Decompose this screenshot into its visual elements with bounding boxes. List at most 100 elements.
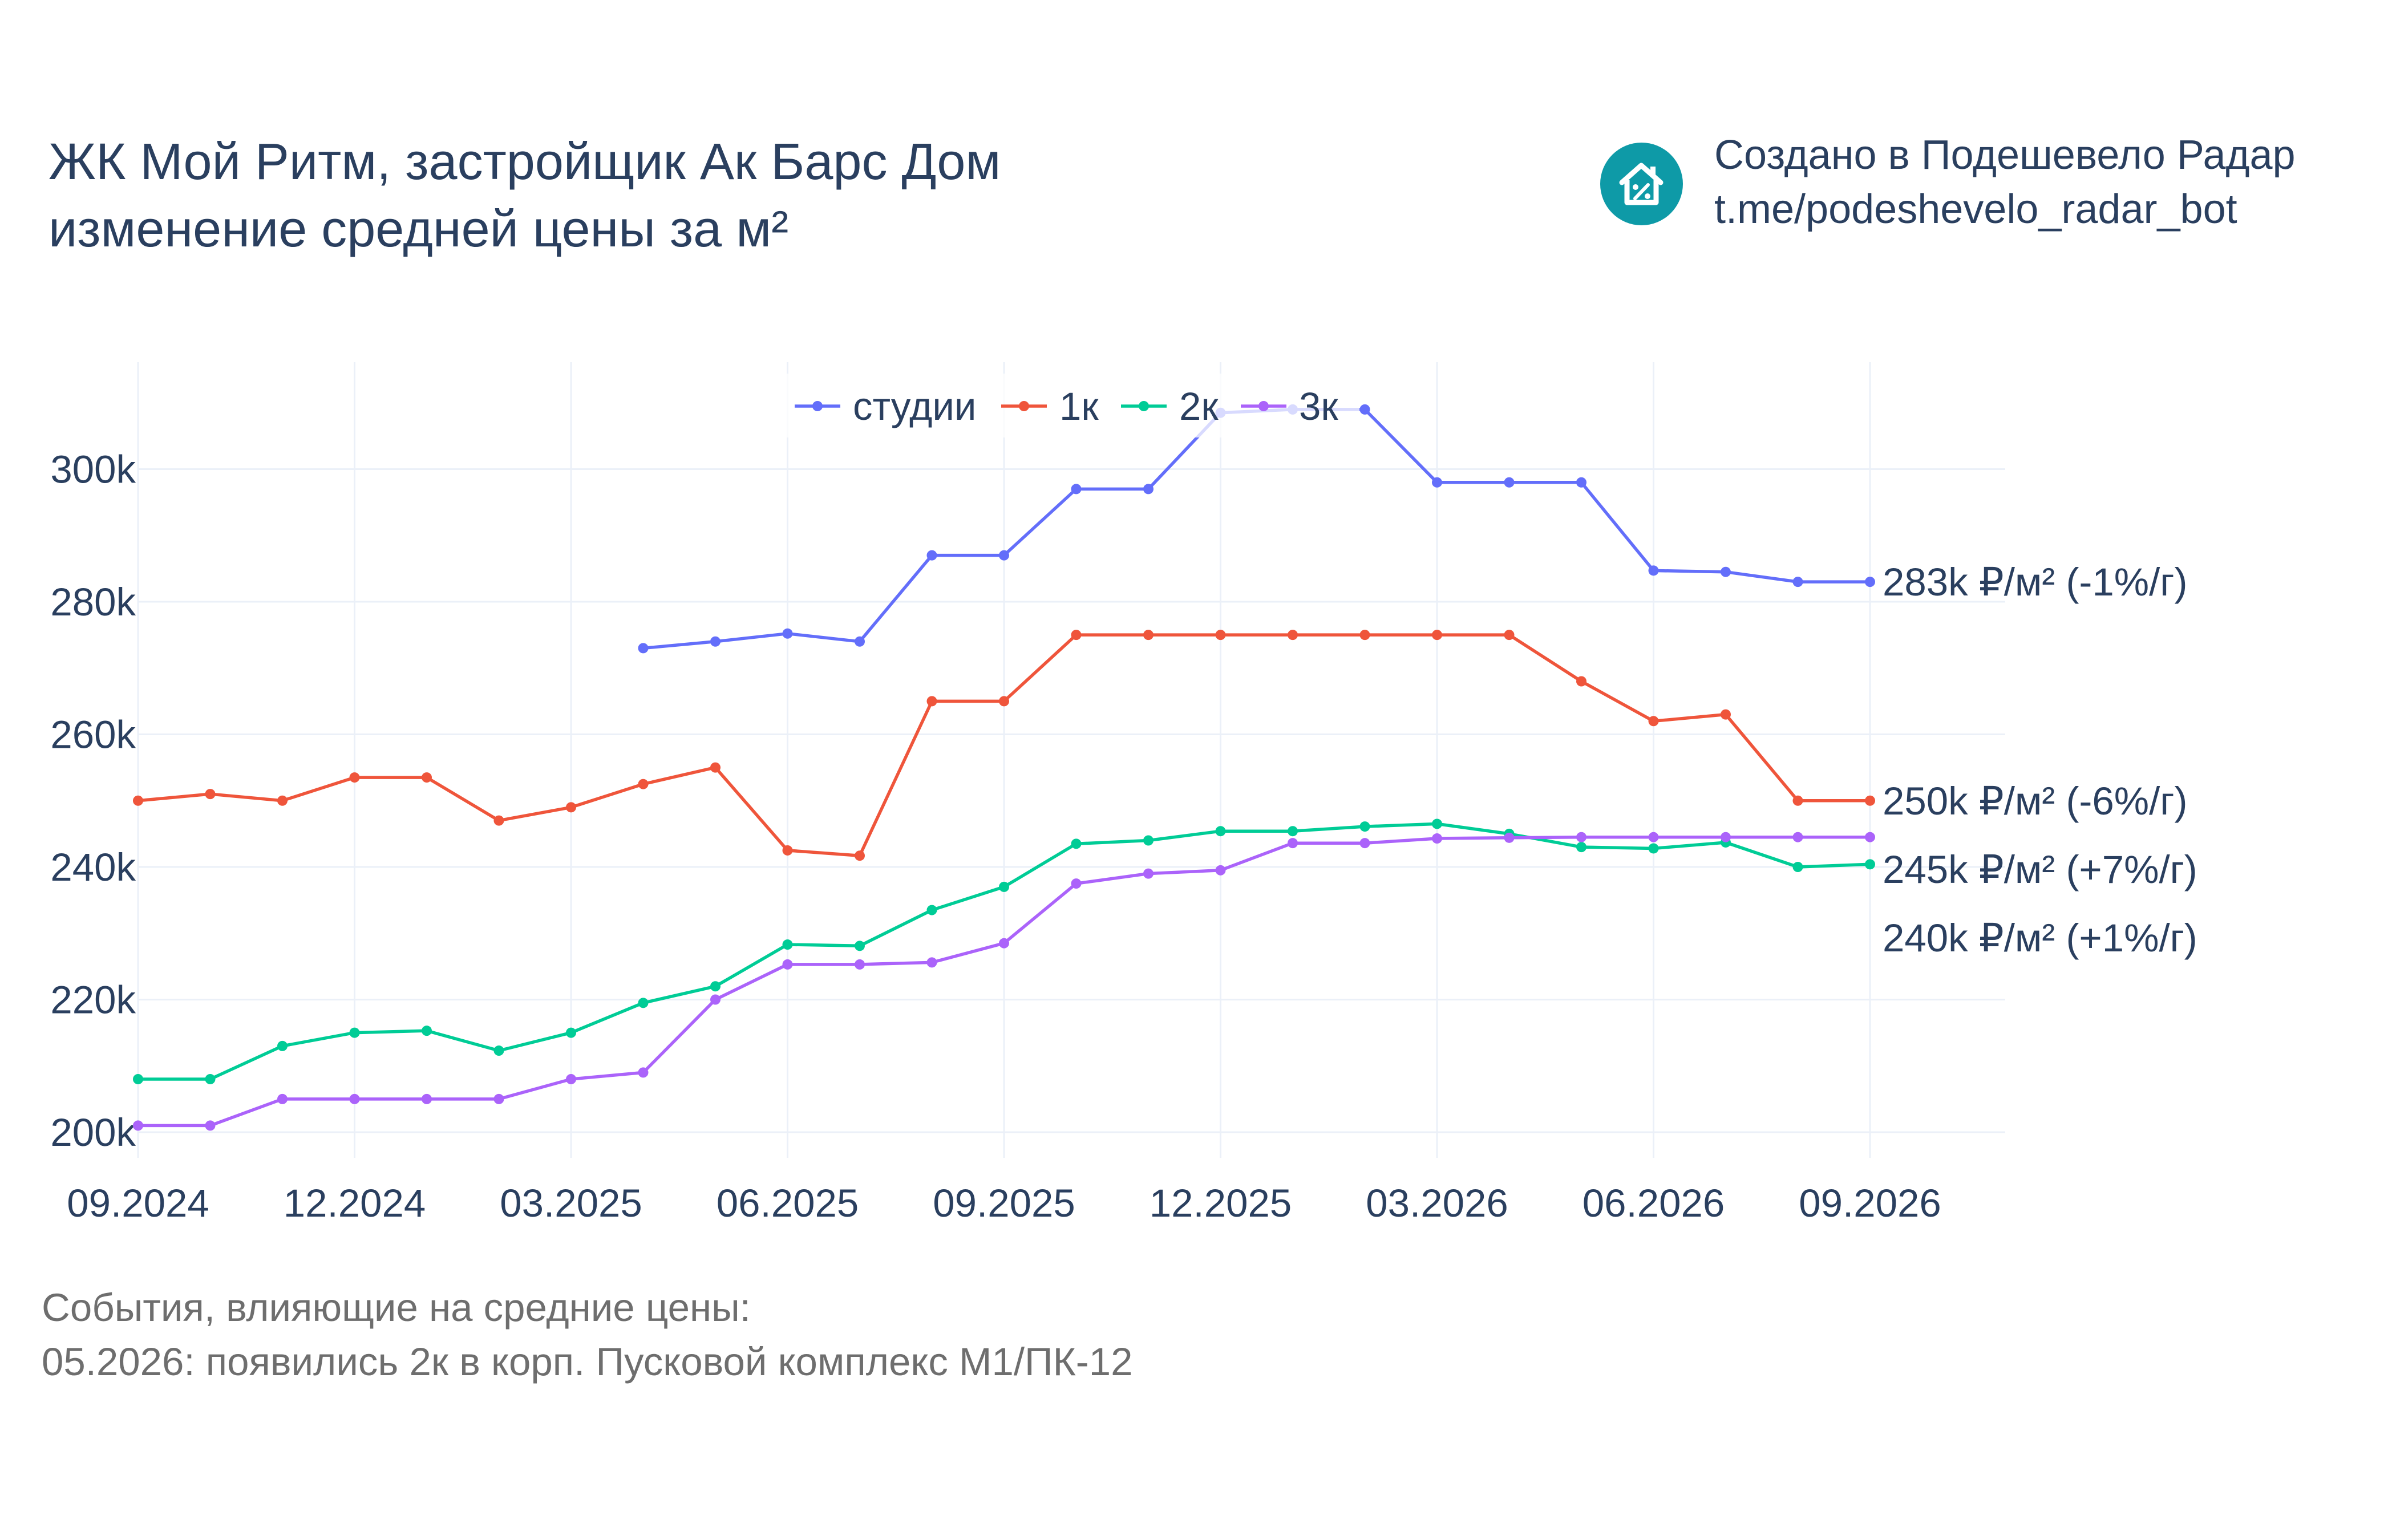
data-point <box>999 696 1009 707</box>
data-point <box>1288 838 1298 849</box>
data-point <box>1721 832 1731 842</box>
data-point <box>1721 709 1731 720</box>
y-tick-label: 300k <box>50 448 136 492</box>
data-point <box>1504 630 1515 641</box>
credit: Создано в Подешевело Радар t.me/podeshev… <box>1714 128 2296 237</box>
data-point <box>855 959 865 970</box>
data-point <box>133 1120 143 1131</box>
data-point <box>638 643 649 654</box>
data-point <box>1359 630 1370 641</box>
data-point <box>1648 843 1659 854</box>
data-point <box>1792 862 1803 872</box>
legend-item[interactable]: 3к <box>1241 384 1338 428</box>
data-point <box>1648 716 1659 727</box>
x-tick-label: 03.2026 <box>1366 1181 1508 1225</box>
title-line-1: ЖК Мой Ритм, застройщик Ак Барс Дом <box>48 133 1001 191</box>
data-point <box>566 1074 576 1084</box>
data-point <box>638 779 649 789</box>
data-point <box>1576 842 1586 853</box>
data-point <box>1792 832 1803 842</box>
legend-label: 3к <box>1299 384 1338 428</box>
data-point <box>1792 577 1803 587</box>
data-point <box>566 802 576 813</box>
data-point <box>1288 630 1298 641</box>
data-point <box>1143 630 1154 641</box>
data-point <box>1576 676 1586 687</box>
legend-marker <box>1258 401 1269 411</box>
legend-marker <box>1019 401 1029 411</box>
credit-link[interactable]: t.me/podeshevelo_radar_bot <box>1714 187 2237 232</box>
data-point <box>277 1093 288 1104</box>
data-point <box>710 762 721 773</box>
chart-title: ЖК Мой Ритм, застройщик Ак Барс Дом изме… <box>48 128 1001 263</box>
data-point <box>710 636 721 647</box>
data-point <box>1576 832 1586 842</box>
data-point <box>1504 477 1515 488</box>
legend-marker <box>1139 401 1149 411</box>
legend-label: 1к <box>1059 384 1099 428</box>
x-tick-label: 06.2026 <box>1583 1181 1725 1225</box>
legend-label: студии <box>853 384 976 428</box>
data-point <box>1359 404 1370 415</box>
data-point <box>1504 832 1515 843</box>
data-point <box>277 795 288 806</box>
legend-marker <box>812 401 823 411</box>
data-point <box>1865 577 1875 587</box>
legend-item[interactable]: 2к <box>1121 384 1219 428</box>
legend-item[interactable]: 1к <box>1001 384 1099 428</box>
data-point <box>1288 826 1298 837</box>
data-point <box>349 1027 360 1038</box>
data-point <box>277 1040 288 1051</box>
end-label: 283k ₽/м² (-1%/г) <box>1883 560 2187 604</box>
data-point <box>782 959 793 970</box>
x-tick-label: 09.2025 <box>933 1181 1075 1225</box>
data-point <box>710 994 721 1005</box>
data-point <box>493 815 504 826</box>
series-3к <box>133 832 1875 1131</box>
end-label: 245k ₽/м² (+7%/г) <box>1883 848 2197 891</box>
events-heading: События, влияющие на средние цены: <box>42 1286 751 1330</box>
data-point <box>1865 832 1875 842</box>
x-tick-label: 03.2025 <box>500 1181 642 1225</box>
title-line-2: изменение средней цены за м² <box>48 201 789 258</box>
y-tick-label: 200k <box>50 1111 136 1154</box>
data-point <box>1432 818 1442 829</box>
data-point <box>1143 484 1154 495</box>
data-point <box>493 1093 504 1104</box>
data-point <box>1865 795 1875 806</box>
data-point <box>349 1093 360 1104</box>
data-point <box>1432 477 1442 488</box>
data-point <box>1576 477 1586 488</box>
data-point <box>855 636 865 647</box>
data-point <box>999 938 1009 949</box>
data-point <box>493 1045 504 1056</box>
data-point <box>133 1074 143 1084</box>
data-point <box>566 1027 576 1038</box>
legend-label: 2к <box>1179 384 1219 428</box>
series-студии <box>638 404 1875 654</box>
data-point <box>1215 826 1226 837</box>
house-percent-icon <box>1600 143 1683 225</box>
legend-item[interactable]: студии <box>795 384 976 428</box>
y-tick-label: 240k <box>50 845 136 889</box>
events-note: События, влияющие на средние цены: 05.20… <box>42 1280 1133 1389</box>
x-tick-label: 12.2025 <box>1150 1181 1292 1225</box>
data-point <box>855 941 865 951</box>
data-point <box>1143 835 1154 846</box>
data-point <box>999 881 1009 892</box>
data-point <box>1071 630 1082 641</box>
data-point <box>1071 838 1082 849</box>
data-point <box>855 850 865 861</box>
x-tick-label: 06.2025 <box>717 1181 859 1225</box>
event-item: 05.2026: появились 2к в корп. Пусковой к… <box>42 1340 1133 1384</box>
data-point <box>782 939 793 950</box>
data-point <box>999 550 1009 561</box>
y-tick-label: 280k <box>50 580 136 624</box>
data-point <box>1359 821 1370 832</box>
data-point <box>926 905 937 915</box>
y-tick-label: 220k <box>50 978 136 1022</box>
data-point <box>926 696 937 707</box>
y-tick-label: 260k <box>50 713 136 757</box>
data-point <box>1143 868 1154 879</box>
